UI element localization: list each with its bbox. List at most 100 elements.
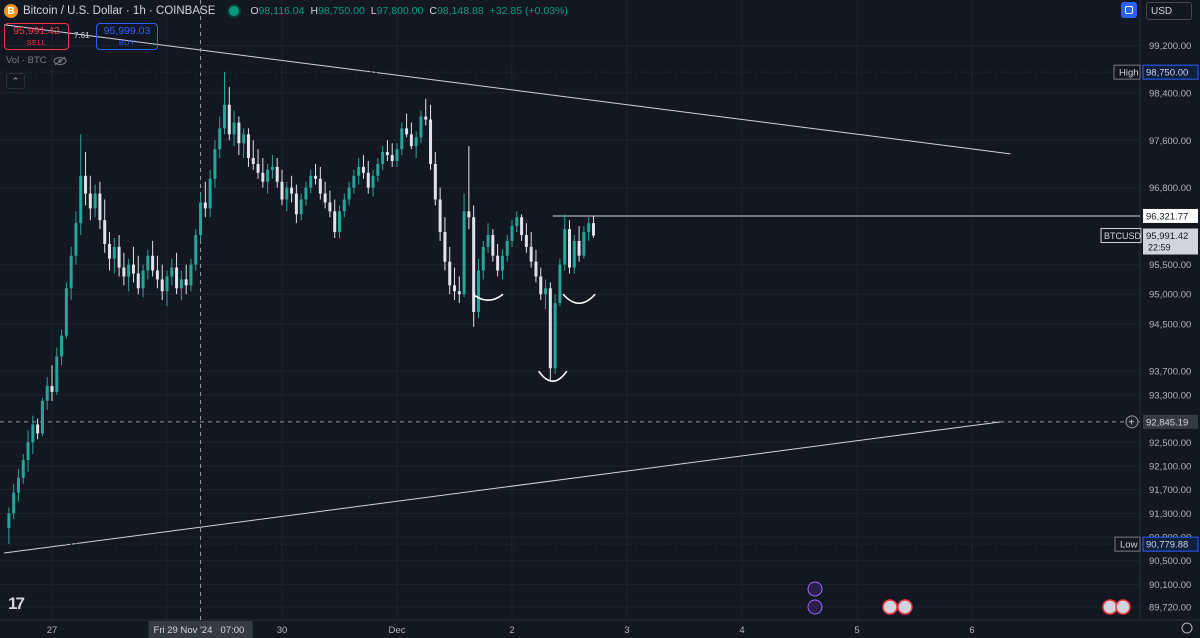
candle-body (270, 166, 274, 170)
right-shoulder-arc (562, 293, 596, 305)
y-tick-label: 91,700.00 (1149, 485, 1191, 496)
candle-body (544, 288, 548, 295)
countdown-value: 22:59 (1148, 243, 1171, 253)
candle-body (299, 199, 303, 215)
candle-body (539, 276, 543, 295)
us-flag-event-icon (882, 599, 898, 615)
candle-body (93, 193, 97, 209)
y-tick-label: 96,800.00 (1149, 183, 1191, 194)
screenshot-button[interactable] (1121, 2, 1137, 18)
collapse-legend-button[interactable]: ⌃ (6, 73, 25, 89)
candle-body (481, 246, 485, 271)
candle-body (184, 279, 188, 286)
y-tick-label: 93,300.00 (1149, 390, 1191, 401)
candle-body (338, 211, 342, 233)
candle-body (486, 235, 490, 247)
candle-body (45, 386, 49, 401)
last-price-box (1143, 228, 1198, 255)
candle-body (390, 155, 394, 161)
candle-body (189, 264, 193, 286)
candle-body (294, 193, 298, 215)
candle-body (170, 267, 174, 277)
chevron-up-icon: ⌃ (11, 75, 20, 86)
candle-body (438, 199, 442, 233)
candle-body (31, 424, 35, 443)
currency-label: USD (1151, 5, 1173, 17)
candle-body (213, 149, 217, 179)
candle-body (424, 116, 428, 120)
eye-hidden-icon[interactable] (53, 56, 67, 66)
currency-select[interactable]: USD (1146, 2, 1192, 20)
candle-body (309, 175, 313, 188)
candle-body (472, 217, 476, 312)
x-tick-label: 4 (739, 625, 744, 636)
volume-indicator[interactable]: Vol · BTC (6, 55, 67, 66)
candle-body (285, 187, 289, 200)
candle-body (266, 169, 270, 182)
candle-body (103, 220, 107, 244)
ohlc-value: 98,750.00 (318, 5, 365, 17)
x-tick-label: 27 (47, 625, 58, 636)
crosshair-time-label: 07:00 (221, 625, 245, 636)
candle-body (64, 288, 68, 336)
symbol-title[interactable]: Bitcoin / U.S. Dollar · 1h · COINBASE (23, 5, 216, 17)
candle-body (505, 240, 509, 256)
candle-body (98, 193, 102, 221)
crosshair-time-label-bg (148, 621, 253, 638)
candle-body (7, 513, 11, 529)
crosshair-value-box (1143, 414, 1198, 429)
candle-body (318, 178, 322, 194)
ohlc-value: 98,116.04 (258, 5, 305, 17)
candle-body (79, 175, 83, 224)
ohlc-key: C (429, 5, 437, 17)
crosshair-value: 92,845.19 (1146, 417, 1188, 428)
buy-label: BUY (118, 37, 136, 47)
low-value: 90,779.88 (1146, 540, 1188, 551)
x-tick-label: 30 (277, 625, 288, 636)
candle-body (529, 246, 533, 262)
candle-body (155, 270, 159, 280)
candle-body (496, 255, 500, 271)
candle-body (165, 276, 169, 292)
volume-label: Vol · BTC (6, 55, 47, 66)
ohlc-key: O (250, 5, 259, 17)
y-tick-label: 97,600.00 (1149, 136, 1191, 147)
y-tick-label: 95,500.00 (1149, 260, 1191, 271)
candle-body (405, 128, 409, 135)
candle-body (448, 261, 452, 286)
high-label: High (1119, 68, 1139, 79)
candle-body (323, 193, 327, 203)
candle-body (199, 202, 203, 236)
lightning-event-icon (807, 599, 823, 615)
candle-body (429, 119, 433, 164)
candle-body (515, 217, 519, 227)
candle-body (333, 211, 337, 233)
candle-body (433, 163, 437, 200)
y-tick-label: 92,500.00 (1149, 438, 1191, 449)
candle-body (131, 264, 135, 274)
y-tick-label: 90,100.00 (1149, 580, 1191, 591)
candle-body (577, 240, 581, 256)
y-tick-label: 98,400.00 (1149, 88, 1191, 99)
bitcoin-icon: B (4, 4, 18, 18)
candle-body (88, 193, 92, 209)
candle-body (290, 187, 294, 194)
sell-button[interactable]: 95,991.42 SELL (4, 23, 69, 50)
market-status-icon[interactable] (227, 4, 242, 18)
buy-button[interactable]: 95,999.03 BUY (96, 23, 158, 50)
candle-body (572, 240, 576, 268)
y-tick-label: 99,200.00 (1149, 41, 1191, 52)
level-value: 96,321.77 (1146, 211, 1188, 222)
candle-body (69, 255, 73, 289)
candle-body (122, 267, 126, 277)
candle-body (261, 172, 265, 182)
candle-body (127, 264, 131, 277)
ohlc-key: H (310, 5, 319, 17)
candle-body (476, 270, 480, 312)
x-tick-label: 2 (509, 625, 514, 636)
candle-body (112, 246, 116, 259)
candle-body (12, 492, 16, 514)
candle-body (587, 223, 591, 233)
